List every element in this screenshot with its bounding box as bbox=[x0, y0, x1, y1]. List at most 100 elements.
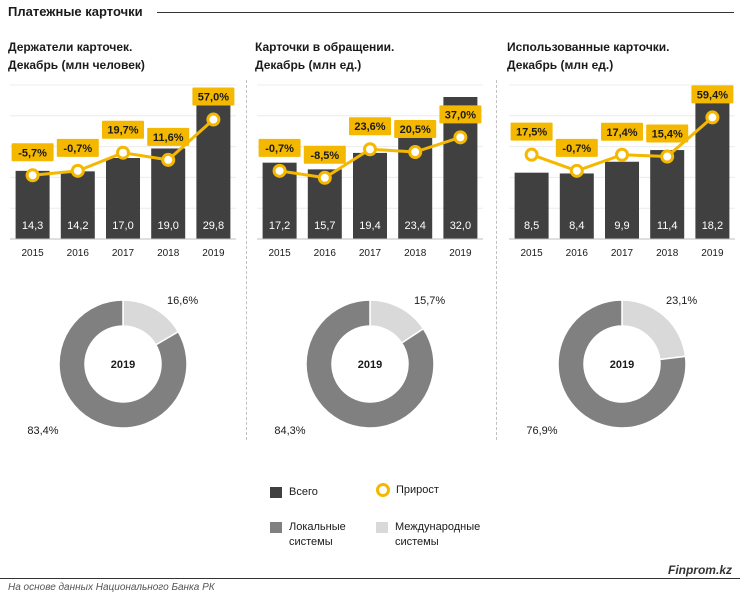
donut-slice-local bbox=[305, 299, 435, 429]
growth-label-box bbox=[192, 87, 235, 106]
growth-point bbox=[116, 145, 130, 160]
bar-value-label: 17,0 bbox=[112, 220, 133, 232]
growth-label: 19,7% bbox=[107, 125, 138, 137]
legend-item-local: Локальные системы bbox=[270, 520, 359, 550]
growth-point bbox=[363, 142, 377, 157]
legend-item-total: Всего bbox=[270, 485, 318, 500]
bar-2016 bbox=[559, 173, 594, 239]
bar-value-label: 8,4 bbox=[569, 220, 584, 232]
bar-value-label: 19,0 bbox=[157, 220, 178, 232]
growth-point bbox=[524, 147, 539, 162]
growth-label: -5,7% bbox=[18, 147, 47, 159]
growth-label-box bbox=[555, 138, 598, 157]
donut-center-label: 2019 bbox=[610, 359, 634, 371]
growth-label-box bbox=[601, 122, 643, 141]
growth-label: 15,4% bbox=[652, 129, 683, 141]
bar-value-label: 23,4 bbox=[404, 220, 425, 232]
growth-label: -0,7% bbox=[562, 143, 591, 155]
legend-item-growth: Прирост bbox=[376, 483, 439, 498]
growth-label: -0,7% bbox=[63, 143, 92, 155]
x-tick-label: 2017 bbox=[112, 248, 135, 259]
growth-label-box bbox=[303, 145, 346, 164]
bar-2017 bbox=[605, 161, 639, 239]
legend-label-local: Локальные системы bbox=[289, 521, 346, 548]
x-tick-label: 2019 bbox=[202, 248, 225, 259]
legend-swatch-total bbox=[270, 487, 282, 498]
panel-title-line1: Карточки в обращении. bbox=[255, 40, 395, 54]
growth-point bbox=[705, 110, 720, 125]
legend-swatch-international bbox=[376, 522, 388, 533]
bar-2018 bbox=[650, 150, 685, 239]
chart-panel-cardholders: Держатели карточек. Декабрь (млн человек… bbox=[8, 38, 248, 448]
growth-label-box bbox=[394, 120, 437, 138]
growth-point bbox=[453, 130, 468, 145]
growth-label-box bbox=[349, 117, 391, 136]
panel-title: Карточки в обращении. Декабрь (млн ед.) bbox=[255, 38, 490, 74]
bar-value-label: 8,5 bbox=[524, 220, 539, 232]
legend-label-growth: Прирост bbox=[396, 484, 439, 496]
source-note: На основе данных Национального Банка РК bbox=[8, 582, 215, 593]
legend-swatch-local bbox=[270, 522, 282, 533]
growth-label: 20,5% bbox=[400, 124, 431, 136]
donut-label-local: 76,9% bbox=[526, 425, 557, 437]
bar-value-label: 11,4 bbox=[657, 220, 678, 232]
x-tick-label: 2016 bbox=[314, 248, 337, 259]
bar-value-label: 9,9 bbox=[614, 220, 629, 232]
growth-label: 17,5% bbox=[516, 127, 547, 139]
growth-label: 57,0% bbox=[198, 92, 229, 104]
x-tick-label: 2016 bbox=[566, 248, 589, 259]
legend-marker-growth bbox=[376, 483, 390, 497]
donut-label-local: 83,4% bbox=[27, 425, 58, 437]
donut-slice-local bbox=[557, 299, 687, 429]
donut-label-international: 16,6% bbox=[167, 295, 198, 307]
panel-separator bbox=[246, 80, 247, 440]
x-tick-label: 2018 bbox=[404, 248, 427, 259]
growth-label: 59,4% bbox=[697, 89, 728, 101]
bar-2016 bbox=[60, 171, 95, 239]
x-tick-label: 2018 bbox=[157, 248, 180, 259]
bar-value-label: 15,7 bbox=[314, 220, 335, 232]
x-tick-label: 2016 bbox=[67, 248, 90, 259]
donut-label-international: 23,1% bbox=[666, 295, 697, 307]
x-tick-label: 2017 bbox=[611, 248, 634, 259]
growth-label: 37,0% bbox=[445, 109, 476, 121]
panel-title-line1: Использованные карточки. bbox=[507, 40, 670, 54]
bar-value-label: 19,4 bbox=[359, 220, 380, 232]
growth-label-box bbox=[56, 138, 99, 157]
legend: Всего Прирост Локальные системы Междунар… bbox=[270, 478, 530, 558]
growth-label-box bbox=[11, 143, 54, 162]
growth-label: 17,4% bbox=[606, 127, 637, 139]
growth-label-box bbox=[258, 138, 301, 157]
growth-label: 11,6% bbox=[153, 132, 184, 144]
growth-label: -8,5% bbox=[310, 150, 339, 162]
x-tick-label: 2019 bbox=[449, 248, 472, 259]
bar-2017 bbox=[353, 152, 387, 239]
donut-center-label: 2019 bbox=[358, 359, 382, 371]
legend-item-international: Международные системы bbox=[376, 520, 505, 550]
donut-slice-international bbox=[621, 299, 687, 361]
chart-svg: 14,3 2015 14,2 2016 17,0 2017 19,0 2018 29,8 2019… bbox=[10, 84, 236, 437]
x-tick-label: 2015 bbox=[21, 248, 44, 259]
chart-panel-cards-in-circulation: Карточки в обращении. Декабрь (млн ед.) … bbox=[255, 38, 495, 448]
bar-value-label: 32,0 bbox=[450, 220, 471, 232]
legend-label-total: Всего bbox=[289, 486, 318, 498]
growth-point bbox=[272, 163, 287, 178]
growth-label-box bbox=[102, 120, 144, 139]
growth-point bbox=[161, 152, 176, 167]
growth-label-box bbox=[646, 124, 689, 143]
panel-title: Держатели карточек. Декабрь (млн человек… bbox=[8, 38, 243, 74]
footer-divider bbox=[0, 578, 740, 579]
brand-logo-text: Finprom.kz bbox=[667, 563, 732, 577]
bar-2015 bbox=[514, 172, 549, 239]
panel-title-line2: Декабрь (млн ед.) bbox=[255, 58, 362, 72]
growth-label-box bbox=[510, 122, 553, 141]
x-tick-label: 2015 bbox=[268, 248, 291, 259]
x-tick-label: 2017 bbox=[359, 248, 382, 259]
bar-value-label: 14,3 bbox=[22, 220, 43, 232]
donut-slice-local bbox=[58, 299, 188, 429]
growth-point bbox=[317, 170, 332, 185]
panel-separator bbox=[496, 80, 497, 440]
growth-point bbox=[25, 168, 40, 183]
chart-panel-used-cards: Использованные карточки. Декабрь (млн ед… bbox=[507, 38, 740, 448]
bar-value-label: 29,8 bbox=[203, 220, 224, 232]
